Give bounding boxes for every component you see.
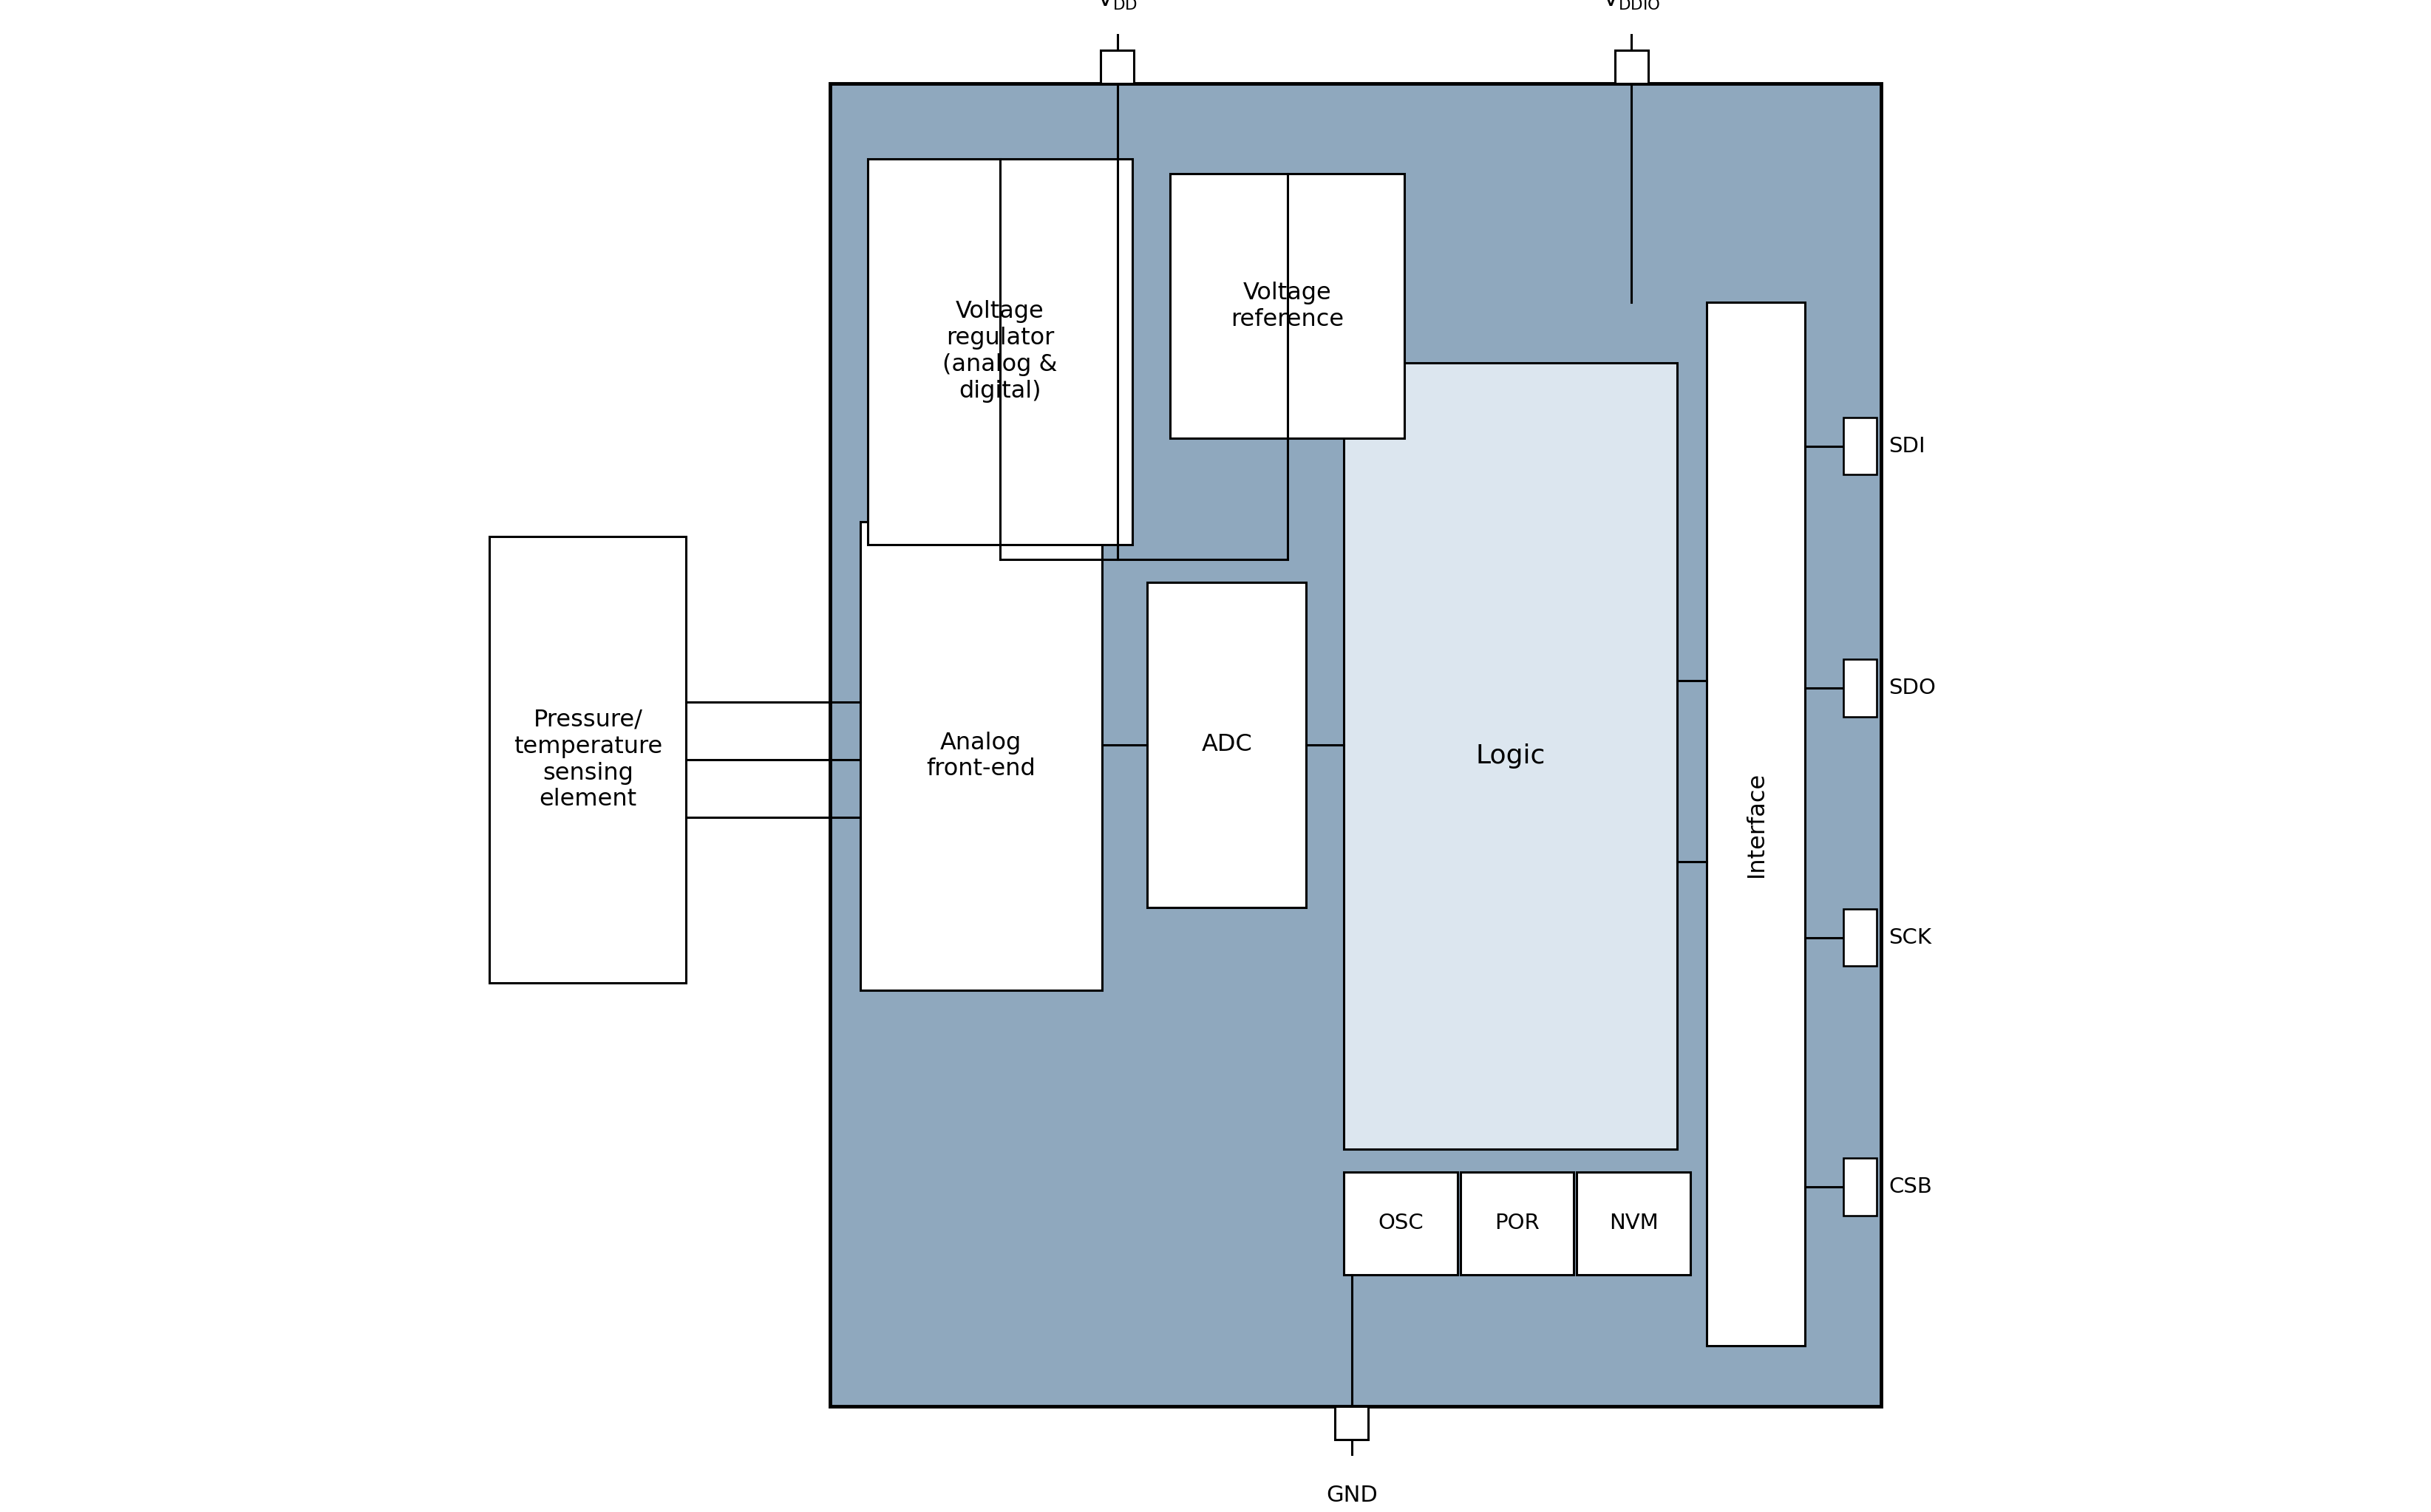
- Bar: [1335, 1406, 1369, 1439]
- Text: SDI: SDI: [1889, 435, 1925, 457]
- Bar: [1344, 1172, 1459, 1275]
- Text: Interface: Interface: [1745, 771, 1767, 877]
- Text: GND: GND: [1325, 1485, 1378, 1506]
- Bar: [1707, 302, 1806, 1346]
- Text: Analog
front-end: Analog front-end: [926, 732, 1036, 780]
- Text: POR: POR: [1495, 1213, 1539, 1234]
- Text: Voltage
reference: Voltage reference: [1230, 281, 1344, 331]
- Bar: [1147, 582, 1305, 907]
- Bar: [861, 522, 1101, 990]
- Bar: [868, 159, 1133, 544]
- Bar: [829, 83, 1882, 1406]
- Bar: [1461, 1172, 1573, 1275]
- Text: NVM: NVM: [1609, 1213, 1658, 1234]
- Bar: [1169, 174, 1405, 438]
- Text: SDO: SDO: [1889, 677, 1935, 699]
- Bar: [1843, 417, 1877, 475]
- Bar: [1843, 659, 1877, 717]
- Bar: [489, 537, 686, 983]
- Bar: [1578, 1172, 1690, 1275]
- Bar: [1843, 1158, 1877, 1216]
- Text: Pressure/
temperature
sensing
element: Pressure/ temperature sensing element: [513, 709, 661, 810]
- Text: Voltage
regulator
(analog &
digital): Voltage regulator (analog & digital): [943, 301, 1057, 402]
- Text: CSB: CSB: [1889, 1176, 1933, 1198]
- Text: $\mathregular{V_{DD}}$: $\mathregular{V_{DD}}$: [1096, 0, 1138, 12]
- Text: Logic: Logic: [1476, 744, 1546, 768]
- Text: ADC: ADC: [1201, 733, 1252, 756]
- Bar: [1101, 50, 1133, 83]
- Text: OSC: OSC: [1378, 1213, 1425, 1234]
- Text: $\mathregular{V_{DDIO}}$: $\mathregular{V_{DDIO}}$: [1602, 0, 1660, 12]
- Bar: [1344, 363, 1677, 1149]
- Bar: [1843, 909, 1877, 966]
- Text: SCK: SCK: [1889, 927, 1930, 948]
- Bar: [1614, 50, 1648, 83]
